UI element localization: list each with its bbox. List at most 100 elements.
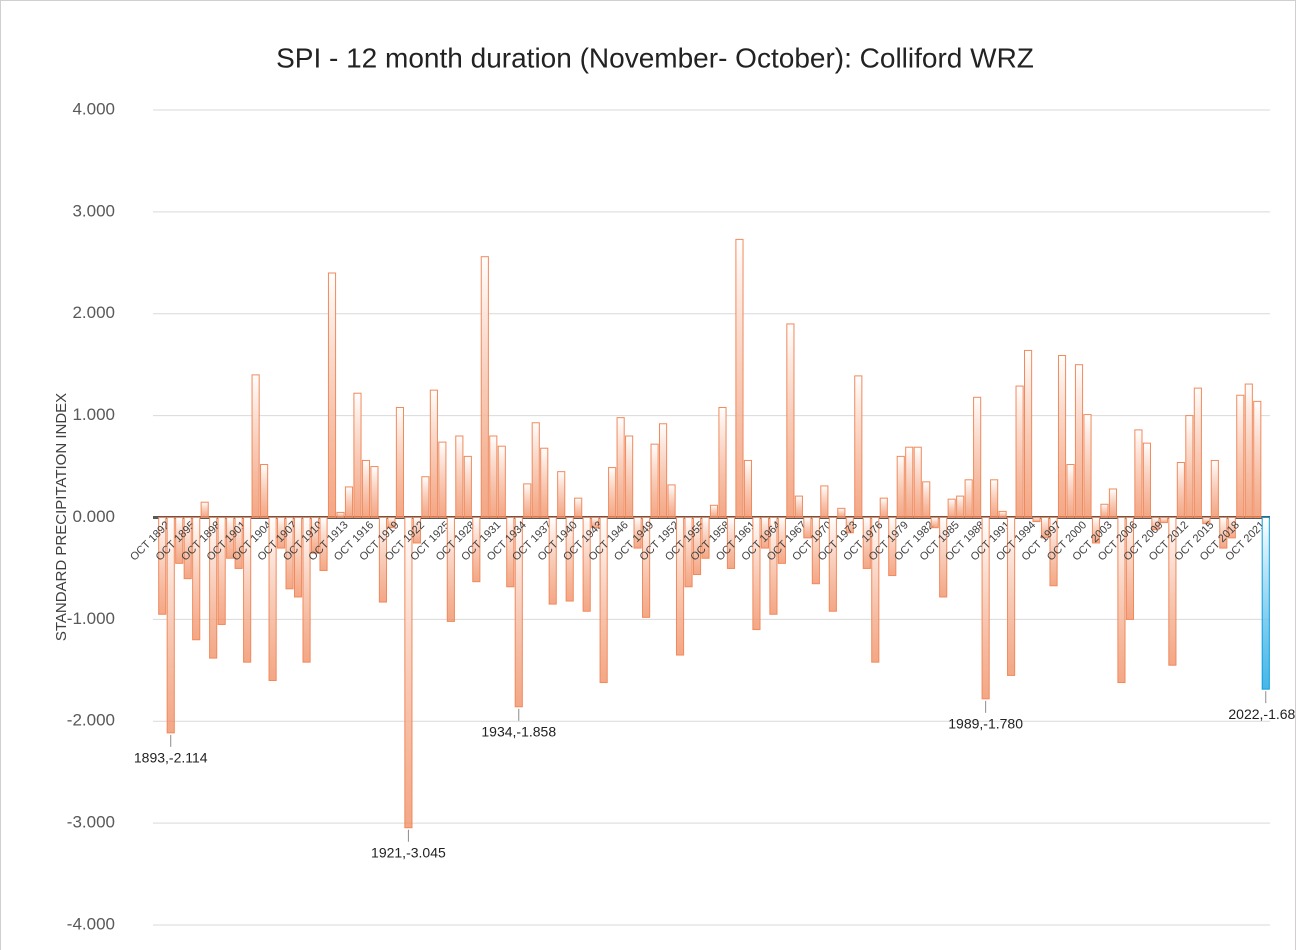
bar [531,422,540,519]
bar [548,517,557,605]
bar [1227,517,1236,539]
bar [1057,355,1067,518]
bar [285,517,294,590]
bar [854,375,863,518]
bar [1219,517,1228,549]
bar [667,484,676,518]
bar [675,517,685,656]
bar [769,517,778,615]
bar [650,443,659,518]
bar [786,323,795,518]
bar [557,471,566,518]
bar [506,517,515,588]
bar [1261,517,1270,690]
bar [599,517,608,684]
bar [947,498,956,519]
bar [964,479,973,518]
bar [1134,429,1143,519]
bar [1202,517,1211,525]
value-label: 2022,-1.685 [1228,706,1296,722]
bar [183,517,192,580]
y-tick-label: 0.000 [72,507,115,526]
bar [1210,459,1219,519]
bar [268,517,277,681]
bar [226,517,235,559]
bar [200,501,209,518]
y-tick-label: 1.000 [72,405,115,424]
bar [956,495,965,519]
bar [574,497,583,518]
bar [1091,517,1101,544]
chart-title: SPI - 12 month duration (November- Octob… [276,42,1034,73]
bar [1236,394,1245,518]
bar [582,517,591,612]
bar [998,510,1007,519]
bar [302,517,311,663]
bar [1024,349,1033,518]
bar [608,467,617,518]
bar [939,517,948,598]
bar [463,455,472,518]
bar [692,517,702,576]
bar [480,256,489,518]
bar [404,517,413,829]
bar [1193,387,1202,518]
bar [293,517,303,598]
bar [625,435,634,518]
value-label: 1893,-2.114 [134,750,208,766]
bar [896,455,905,518]
bar [234,517,243,569]
bar [243,517,252,663]
y-tick-label: -4.000 [67,914,115,933]
bar [319,517,328,571]
bar [811,517,820,585]
bar [616,417,625,519]
bar [1040,517,1050,539]
bar [523,483,532,519]
bar [540,447,549,519]
bar [1100,503,1109,519]
bar [361,459,371,519]
y-tick-label: 2.000 [72,303,115,322]
bar [260,464,269,518]
bar [175,517,184,564]
bar [803,517,812,539]
bar [1159,517,1168,524]
bar [837,507,846,518]
bar [209,517,218,659]
bar [913,446,922,518]
bar [1151,517,1160,531]
bar [429,389,438,518]
bar [701,517,710,559]
bar [370,466,379,518]
value-label: 1934,-1.858 [481,723,556,739]
bar [879,497,888,518]
bar [158,517,167,615]
bar [310,517,320,554]
bar [1244,383,1253,519]
bar [973,396,982,519]
bar [565,517,574,602]
bar [1049,517,1058,587]
bar [735,238,744,518]
value-label: 1989,-1.780 [948,716,1023,732]
bar [1176,461,1185,518]
value-label: 1921,-3.045 [371,844,446,860]
bar [718,406,727,519]
bar [1142,442,1151,519]
bar [166,517,175,734]
bar [990,479,999,518]
bar [862,517,871,569]
bar [777,517,786,564]
bar [922,481,931,518]
bar [1125,517,1135,620]
bar [743,459,753,519]
y-tick-label: 4.000 [72,99,115,118]
bar [760,517,769,549]
y-tick-label: -2.000 [67,711,115,730]
bar [888,517,897,577]
bar [353,392,362,518]
bar [794,495,803,519]
